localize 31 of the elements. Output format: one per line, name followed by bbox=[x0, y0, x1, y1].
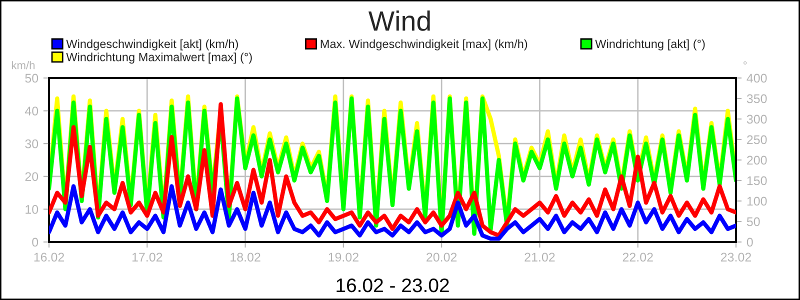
y2-tick-label: 0 bbox=[746, 238, 753, 247]
x-tick-label: 18.02 bbox=[230, 252, 260, 262]
y2-tick-label: 50 bbox=[746, 217, 760, 226]
y2-axis-title: ° bbox=[744, 61, 747, 64]
y-tick-label: 50 bbox=[25, 74, 38, 83]
x-tick-label: 16.02 bbox=[34, 252, 64, 262]
y2-tick-label: 150 bbox=[747, 176, 767, 186]
x-tick-label: 23.02 bbox=[720, 252, 752, 262]
y-tick-label: 20 bbox=[25, 172, 38, 182]
legend-label: Windrichtung [akt] (°) bbox=[595, 39, 705, 50]
x-axis-title: 16.02 - 23.02 bbox=[336, 278, 449, 292]
legend-label: Max. Windgeschwindigkeit [max] (km/h) bbox=[320, 39, 528, 50]
y2-tick-label: 250 bbox=[747, 135, 767, 144]
y-axis-title: km/h bbox=[12, 61, 35, 70]
x-tick-label: 19.02 bbox=[328, 252, 358, 262]
y2-tick-label: 400 bbox=[746, 74, 767, 83]
legend-label: Windgeschwindigkeit [akt] (km/h) bbox=[66, 39, 238, 50]
x-tick-label: 21.02 bbox=[524, 252, 555, 262]
x-tick-label: 20.02 bbox=[426, 252, 457, 262]
legend-label: Windrichtung Maximalwert [max] (°) bbox=[66, 52, 252, 64]
y-tick-label: 30 bbox=[25, 139, 38, 148]
chart-title: Wind bbox=[368, 10, 430, 31]
y-tick-label: 10 bbox=[26, 205, 38, 214]
x-tick-label: 17.02 bbox=[132, 252, 162, 262]
y-tick-label: 0 bbox=[32, 238, 38, 247]
y2-tick-label: 200 bbox=[747, 156, 767, 165]
y-tick-label: 40 bbox=[24, 106, 38, 116]
y2-tick-label: 300 bbox=[746, 114, 767, 124]
y2-tick-label: 350 bbox=[746, 94, 767, 104]
y2-tick-label: 100 bbox=[747, 196, 767, 206]
x-tick-label: 22.02 bbox=[622, 252, 653, 262]
